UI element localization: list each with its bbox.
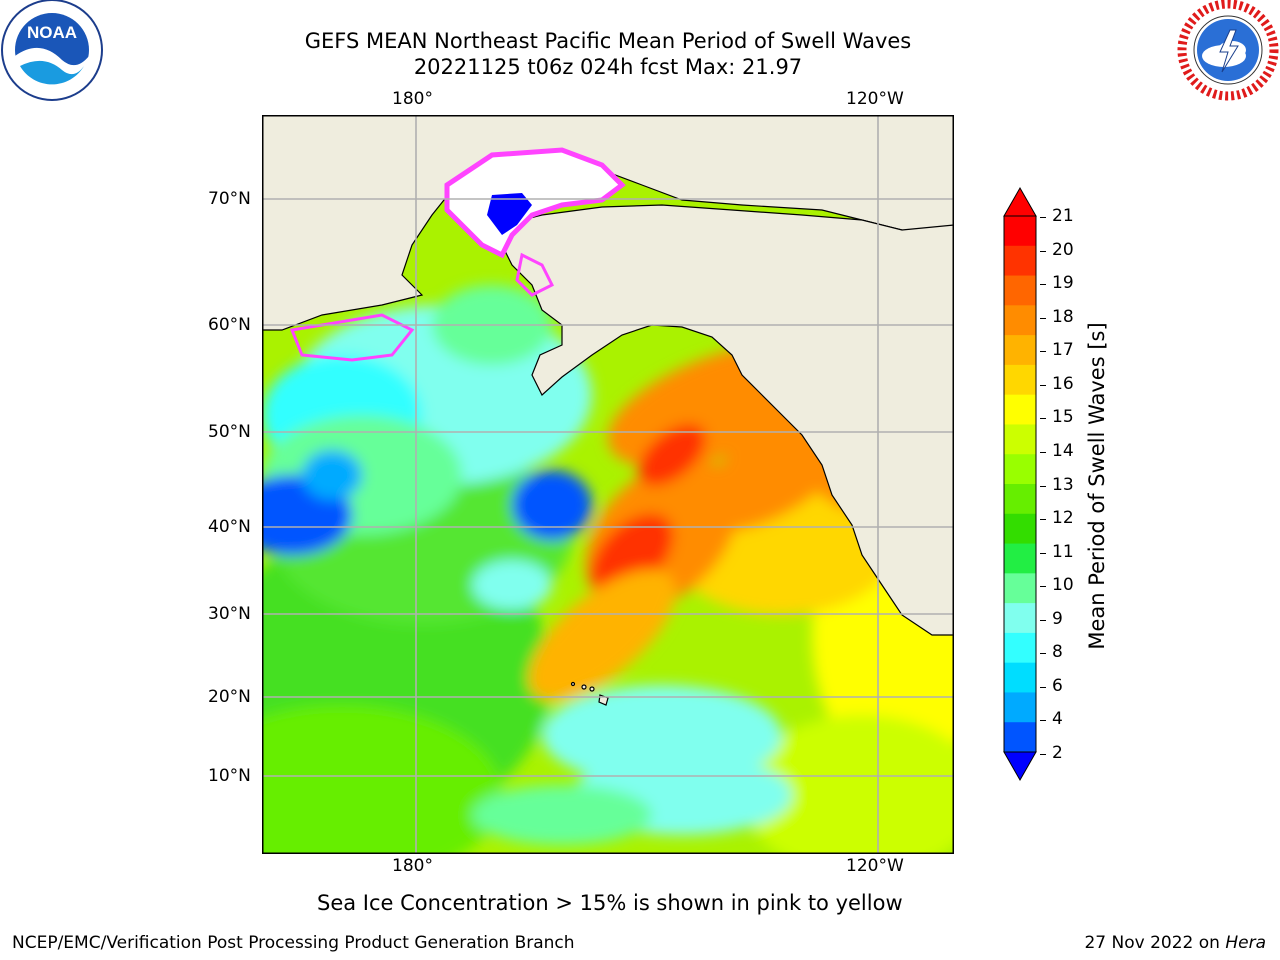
colorbar-segment (1004, 364, 1036, 396)
colorbar-segment (1004, 424, 1036, 455)
footer-org: NCEP/EMC/Verification Post Processing Pr… (12, 933, 575, 953)
colorbar-tick-mark (1040, 250, 1046, 252)
colorbar-tick-label: 10 (1052, 575, 1074, 596)
colorbar-tick-label: 21 (1052, 206, 1074, 226)
colorbar-segment (1004, 454, 1036, 485)
lat-label-10n: 10°N (208, 766, 251, 786)
colorbar-tick-label: 6 (1052, 675, 1063, 696)
colorbar-tick-label: 15 (1052, 407, 1074, 428)
sea-ice (289, 147, 626, 362)
lat-label-50n: 50°N (208, 422, 251, 442)
colorbar-tick-label: 18 (1052, 306, 1074, 327)
colorbar-tick-mark (1040, 653, 1046, 655)
colorbar-segment (1004, 573, 1036, 604)
nws-logo (1176, 0, 1280, 104)
noaa-logo: NOAA (0, 0, 104, 104)
colorbar-segment (1004, 662, 1036, 693)
swell-period-map (262, 115, 954, 854)
lat-label-20n: 20°N (208, 687, 251, 707)
colorbar-tick-mark (1040, 519, 1046, 521)
colorbar-tick-label: 12 (1052, 508, 1074, 529)
colorbar-tick-mark (1040, 451, 1046, 453)
colorbar-tick-mark (1040, 619, 1046, 621)
colorbar-segment (1004, 394, 1036, 425)
colorbar-ticks: 21 20 19 18 17 16 15 14 13 12 11 10 9 8 6 4 2 (1040, 206, 1102, 766)
lon-label-top-120w: 120°W (846, 89, 904, 109)
colorbar (1003, 186, 1037, 782)
map-frame (262, 115, 954, 854)
colorbar-extend-bottom (1003, 751, 1037, 782)
lon-label-top-180: 180° (392, 89, 433, 109)
chart-title-line2: 20221125 t06z 024h fcst Max: 21.97 (413, 55, 803, 79)
colorbar-tick-mark (1040, 384, 1046, 386)
colorbar-tick-mark (1040, 720, 1046, 722)
colorbar-segment (1004, 305, 1036, 336)
lat-label-30n: 30°N (208, 604, 251, 624)
colorbar-tick-mark (1040, 217, 1046, 218)
colorbar-tick-label: 14 (1052, 440, 1074, 461)
chart-title-line1: GEFS MEAN Northeast Pacific Mean Period … (304, 29, 912, 53)
colorbar-tick-mark (1040, 317, 1046, 319)
footer-date-text: 27 Nov 2022 on (1084, 933, 1226, 953)
colorbar-tick-mark (1040, 754, 1046, 755)
colorbar-segment (1004, 484, 1036, 515)
footer-machine: Hera (1225, 933, 1266, 953)
graticule (262, 115, 954, 854)
colorbar-segment (1004, 275, 1036, 306)
lat-label-40n: 40°N (208, 517, 251, 537)
colorbar-tick-mark (1040, 485, 1046, 487)
colorbar-label: Mean Period of Swell Waves [s] (1085, 322, 1109, 650)
lon-label-bottom-120w: 120°W (846, 856, 904, 876)
colorbar-segment (1004, 632, 1036, 664)
colorbar-tick-label: 17 (1052, 340, 1074, 361)
colorbar-segment (1004, 543, 1036, 574)
colorbar-segment (1004, 513, 1036, 545)
lat-label-70n: 70°N (208, 189, 251, 209)
colorbar-segment (1004, 216, 1036, 247)
colorbar-tick-label: 20 (1052, 239, 1074, 260)
colorbar-tick-mark (1040, 284, 1046, 286)
svg-text:NOAA: NOAA (27, 23, 77, 42)
lon-label-bottom-180: 180° (392, 856, 433, 876)
colorbar-tick-mark (1040, 552, 1046, 554)
lat-label-60n: 60°N (208, 315, 251, 335)
colorbar-tick-label: 9 (1052, 608, 1063, 629)
colorbar-segment (1004, 722, 1036, 753)
colorbar-extend-top (1003, 186, 1037, 217)
sea-ice-note: Sea Ice Concentration > 15% is shown in … (317, 891, 903, 915)
colorbar-tick-label: 13 (1052, 474, 1074, 495)
colorbar-tick-mark (1040, 686, 1046, 688)
colorbar-tick-label: 2 (1052, 743, 1063, 763)
colorbar-tick-label: 19 (1052, 273, 1074, 294)
colorbar-segment (1004, 692, 1036, 723)
colorbar-segment (1004, 335, 1036, 366)
colorbar-segment (1004, 245, 1036, 277)
colorbar-tick-label: 8 (1052, 642, 1063, 663)
colorbar-tick-label: 16 (1052, 373, 1074, 394)
colorbar-tick-mark (1040, 586, 1046, 588)
colorbar-frame (1003, 215, 1037, 753)
colorbar-tick-label: 11 (1052, 541, 1074, 562)
colorbar-tick-mark (1040, 351, 1046, 353)
colorbar-segment (1004, 603, 1036, 634)
footer-date: 27 Nov 2022 on Hera (1084, 933, 1266, 953)
colorbar-tick-label: 4 (1052, 709, 1063, 730)
colorbar-tick-mark (1040, 418, 1046, 420)
